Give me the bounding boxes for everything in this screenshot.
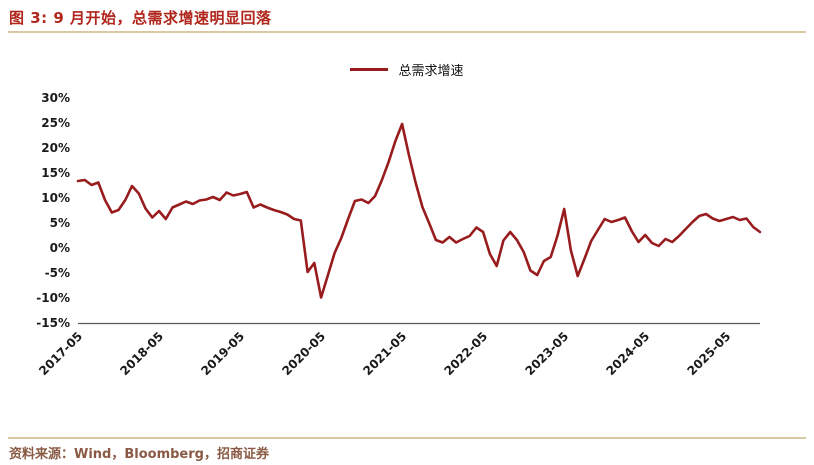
top-divider	[8, 31, 806, 33]
legend-label: 总需求增速	[398, 64, 464, 79]
y-tick-label: -15%	[36, 316, 70, 330]
series-line-总需求增速	[76, 122, 762, 299]
x-tick-label: 2022-05	[441, 329, 490, 378]
x-tick-label: 2020-05	[279, 329, 328, 378]
y-tick-label: -5%	[45, 266, 70, 280]
figure-title: 图 3: 9 月开始，总需求增速明显回落	[9, 9, 272, 27]
y-tick-label: 25%	[41, 116, 70, 130]
bottom-divider	[8, 437, 806, 439]
y-tick-label: -10%	[36, 291, 70, 305]
chart-legend: 总需求增速	[0, 60, 814, 79]
source-note: 资料来源：Wind，Bloomberg，招商证券	[9, 447, 269, 462]
x-tick-label: 2025-05	[685, 329, 734, 378]
y-tick-label: 5%	[50, 216, 70, 230]
x-tick-label: 2017-05	[36, 329, 85, 378]
y-tick-label: 30%	[41, 91, 70, 105]
y-tick-label: 10%	[41, 191, 70, 205]
x-tick-label: 2024-05	[603, 329, 652, 378]
legend-line-swatch	[350, 68, 389, 71]
total-demand-growth-line-chart: 30% 25% 20% 15% 10% 5% 0% -5% -10% -15%2017-05 201…	[36, 91, 762, 378]
x-tick-label: 2021-05	[360, 329, 409, 378]
x-tick-label: 2023-05	[522, 329, 571, 378]
x-tick-label: 2018-05	[117, 329, 166, 378]
x-tick-label: 2019-05	[198, 329, 247, 378]
y-tick-label: 0%	[50, 241, 70, 255]
y-tick-label: 20%	[41, 141, 70, 155]
y-tick-label: 15%	[41, 166, 70, 180]
